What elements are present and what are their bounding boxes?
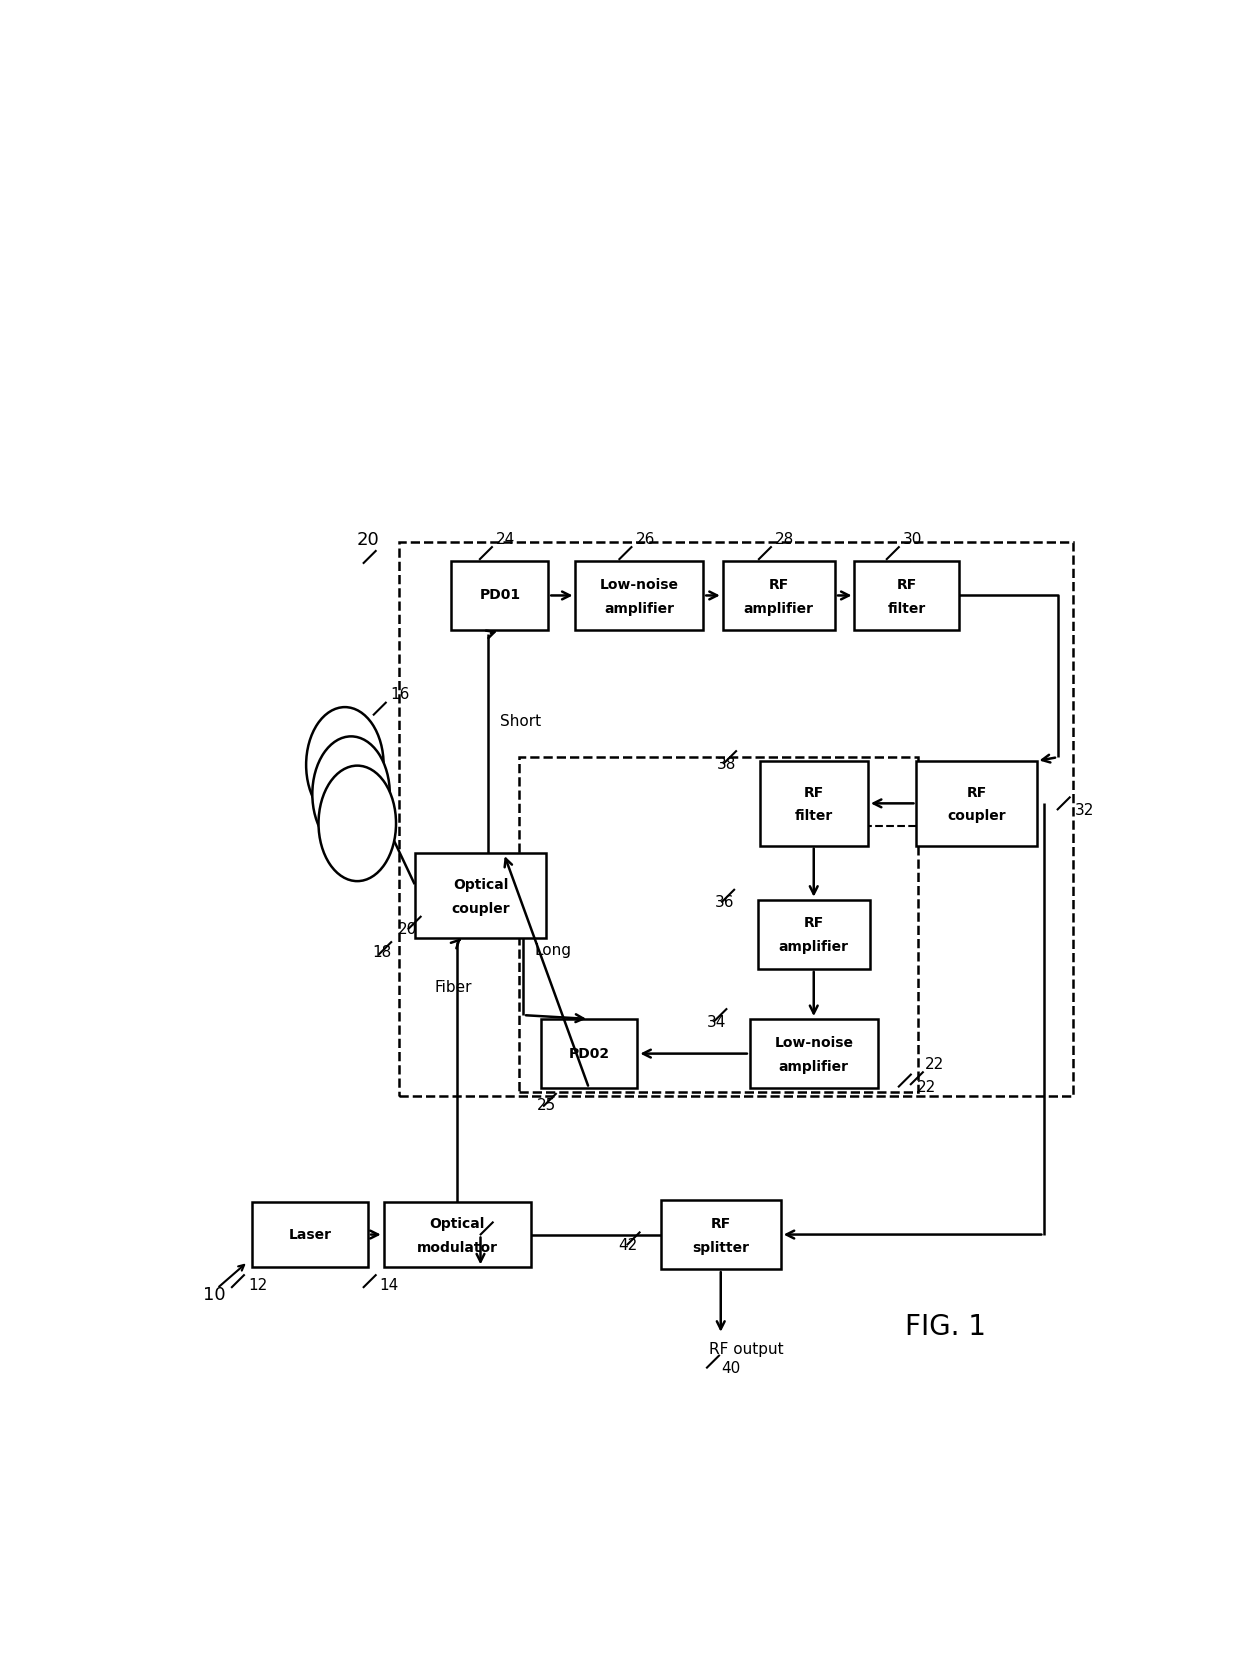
Bar [451, 561, 548, 631]
Text: 41: 41 [496, 1206, 516, 1221]
Text: 25: 25 [537, 1098, 556, 1113]
Text: 42: 42 [618, 1238, 637, 1253]
Bar [541, 1018, 637, 1088]
Text: Laser: Laser [289, 1228, 331, 1241]
Text: 16: 16 [389, 687, 409, 702]
Bar [854, 561, 959, 631]
Bar [759, 760, 868, 845]
Text: 32: 32 [1075, 804, 1095, 819]
Text: Low-noise: Low-noise [774, 1035, 853, 1050]
Text: 24: 24 [496, 532, 516, 547]
Text: 20: 20 [357, 531, 379, 549]
Text: RF: RF [897, 577, 916, 592]
Text: 14: 14 [379, 1278, 399, 1293]
Text: amplifier: amplifier [779, 1060, 848, 1073]
Text: RF: RF [711, 1216, 730, 1231]
Text: RF: RF [804, 785, 823, 800]
Text: filter: filter [888, 602, 926, 616]
Text: amplifier: amplifier [744, 602, 813, 616]
Bar [916, 760, 1037, 845]
Text: 30: 30 [903, 532, 923, 547]
Bar [520, 757, 919, 1092]
Text: Long: Long [534, 943, 572, 958]
Bar [383, 1201, 531, 1268]
Bar [750, 1018, 878, 1088]
Text: RF: RF [769, 577, 789, 592]
Text: 10: 10 [203, 1286, 226, 1305]
Bar [723, 561, 835, 631]
Bar [661, 1200, 781, 1270]
Text: 22: 22 [925, 1057, 944, 1072]
Text: coupler: coupler [947, 809, 1006, 824]
Bar [414, 854, 547, 938]
Text: RF output: RF output [709, 1341, 784, 1356]
Text: coupler: coupler [451, 902, 510, 915]
Text: RF: RF [804, 917, 823, 930]
Bar [758, 900, 870, 968]
Text: amplifier: amplifier [604, 602, 675, 616]
Text: 20: 20 [398, 922, 417, 937]
Text: PD02: PD02 [568, 1047, 610, 1060]
Text: filter: filter [795, 809, 833, 824]
Text: 12: 12 [248, 1278, 268, 1293]
Bar [399, 541, 1074, 1097]
Text: FIG. 1: FIG. 1 [905, 1313, 986, 1341]
Ellipse shape [312, 737, 389, 852]
Text: Short: Short [500, 714, 541, 729]
Text: splitter: splitter [692, 1241, 749, 1255]
Text: Optical: Optical [429, 1216, 485, 1231]
Text: amplifier: amplifier [779, 940, 848, 955]
Text: 18: 18 [372, 945, 392, 960]
Text: Optical: Optical [453, 879, 508, 892]
Text: 28: 28 [775, 532, 795, 547]
Text: RF: RF [966, 785, 987, 800]
Bar [252, 1201, 368, 1268]
Text: 38: 38 [717, 757, 737, 772]
Ellipse shape [306, 707, 383, 822]
Text: 34: 34 [707, 1015, 727, 1030]
Text: Fiber: Fiber [434, 980, 471, 995]
Text: 26: 26 [635, 532, 655, 547]
Text: 40: 40 [720, 1361, 740, 1376]
Ellipse shape [319, 765, 396, 882]
Text: PD01: PD01 [480, 589, 521, 602]
Text: 36: 36 [715, 895, 734, 910]
Text: Low-noise: Low-noise [600, 577, 678, 592]
Bar [575, 561, 703, 631]
Text: 22: 22 [916, 1080, 936, 1095]
Text: modulator: modulator [417, 1241, 497, 1255]
